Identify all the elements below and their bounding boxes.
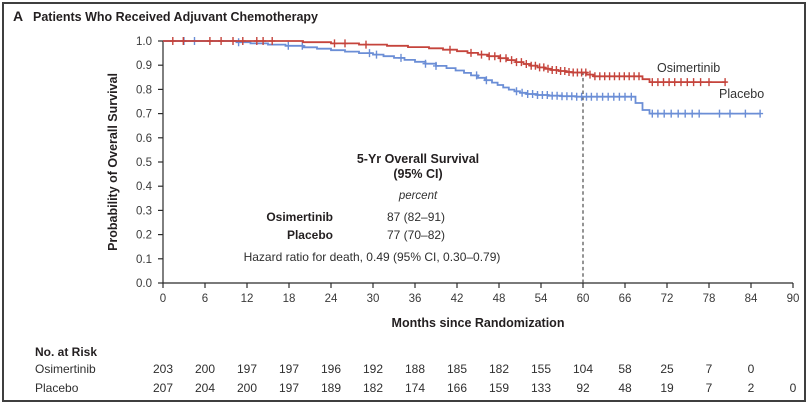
y-tick-label: 0.8 [136,84,152,96]
figure-border [2,2,806,402]
risk-count: 58 [618,362,632,376]
panel-letter: A [13,8,24,24]
at-risk-row-placebo: Placebo 207 204 200 197 189 182 174 166 159 133 92… [0,381,812,396]
censor-marks-osimertinib [169,37,729,87]
risk-count: 92 [576,381,590,395]
x-tick-label: 90 [787,293,800,305]
x-tick-label: 36 [409,293,422,305]
curve-label-placebo: Placebo [719,87,765,101]
risk-count: 174 [404,381,426,395]
hazard-ratio-text: Hazard ratio for death, 0.49 (95% CI, 0.… [243,250,501,264]
risk-count: 182 [488,362,510,376]
risk-count: 185 [446,362,468,376]
risk-count: 203 [152,362,174,376]
annotation-unit-label: percent [398,190,438,202]
y-tick-label: 0.2 [136,230,152,242]
risk-count: 192 [362,362,384,376]
y-tick-label: 1.0 [136,36,152,48]
x-tick-label: 84 [745,293,758,305]
x-tick-label: 48 [493,293,506,305]
curve-label-osimertinib: Osimertinib [657,61,721,75]
x-tick-label: 0 [160,293,166,305]
risk-count: 200 [236,381,258,395]
risk-count: 0 [747,362,755,376]
x-tick-label: 78 [703,293,716,305]
risk-count: 19 [660,381,674,395]
y-axis-title: Probability of Overall Survival [106,73,120,251]
at-risk-row-name: Osimertinib [35,362,96,376]
risk-count: 200 [194,362,216,376]
x-tick-label: 18 [283,293,296,305]
risk-count: 189 [320,381,342,395]
risk-count: 204 [194,381,216,395]
risk-count: 2 [747,381,755,395]
at-risk-header: No. at Risk [35,345,98,359]
annotation-heading-line2: (95% CI) [393,167,443,181]
risk-count: 188 [404,362,426,376]
annotation-heading-line1: 5-Yr Overall Survival [356,152,480,166]
at-risk-row-name: Placebo [35,381,79,395]
annotation-row-name: Osimertinib [266,210,333,224]
risk-count: 7 [705,362,713,376]
y-tick-label: 0.5 [136,157,152,169]
x-tick-label: 54 [535,293,548,305]
annotation-heading: 5-Yr Overall Survival (95% CI) [268,152,568,182]
x-axis-title: Months since Randomization [391,316,565,330]
x-tick-label: 24 [325,293,338,305]
risk-count: 48 [618,381,632,395]
x-tick-label: 60 [577,293,590,305]
x-tick-label: 30 [367,293,380,305]
x-tick-label: 42 [451,293,464,305]
risk-count: 0 [789,381,797,395]
figure-title: Patients Who Received Adjuvant Chemother… [33,10,319,24]
risk-count: 155 [530,362,552,376]
risk-count: 196 [320,362,342,376]
x-tick-label: 66 [619,293,632,305]
risk-count: 159 [488,381,510,395]
at-risk-row-osimertinib: Osimertinib 203 200 197 197 196 192 188 185 182 1… [0,362,812,377]
risk-count: 7 [705,381,713,395]
annotation-row-value: 87 (82–91) [387,210,446,224]
x-tick-label: 72 [661,293,674,305]
censor-marks-placebo [181,37,764,118]
risk-count: 207 [152,381,174,395]
risk-count: 197 [278,381,300,395]
risk-count: 197 [236,362,258,376]
risk-count: 104 [572,362,594,376]
annotation-row-value: 77 (70–82) [387,228,446,242]
x-tick-label: 6 [202,293,208,305]
risk-count: 25 [660,362,674,376]
y-tick-label: 0.3 [136,205,152,217]
risk-count: 197 [278,362,300,376]
y-tick-label: 0.1 [136,254,152,266]
y-tick-label: 0.7 [136,109,152,121]
y-tick-label: 0.4 [136,181,153,193]
annotation-table: Osimertinib 87 (82–91) Placebo 77 (70–82… [193,210,537,242]
risk-count: 166 [446,381,468,395]
x-tick-label: 12 [241,293,254,305]
y-tick-label: 0.9 [136,60,152,72]
risk-count: 133 [530,381,552,395]
risk-count: 182 [362,381,384,395]
y-tick-label: 0.6 [136,133,152,145]
y-tick-label: 0.0 [136,278,152,290]
annotation-row-name: Placebo [286,228,333,242]
